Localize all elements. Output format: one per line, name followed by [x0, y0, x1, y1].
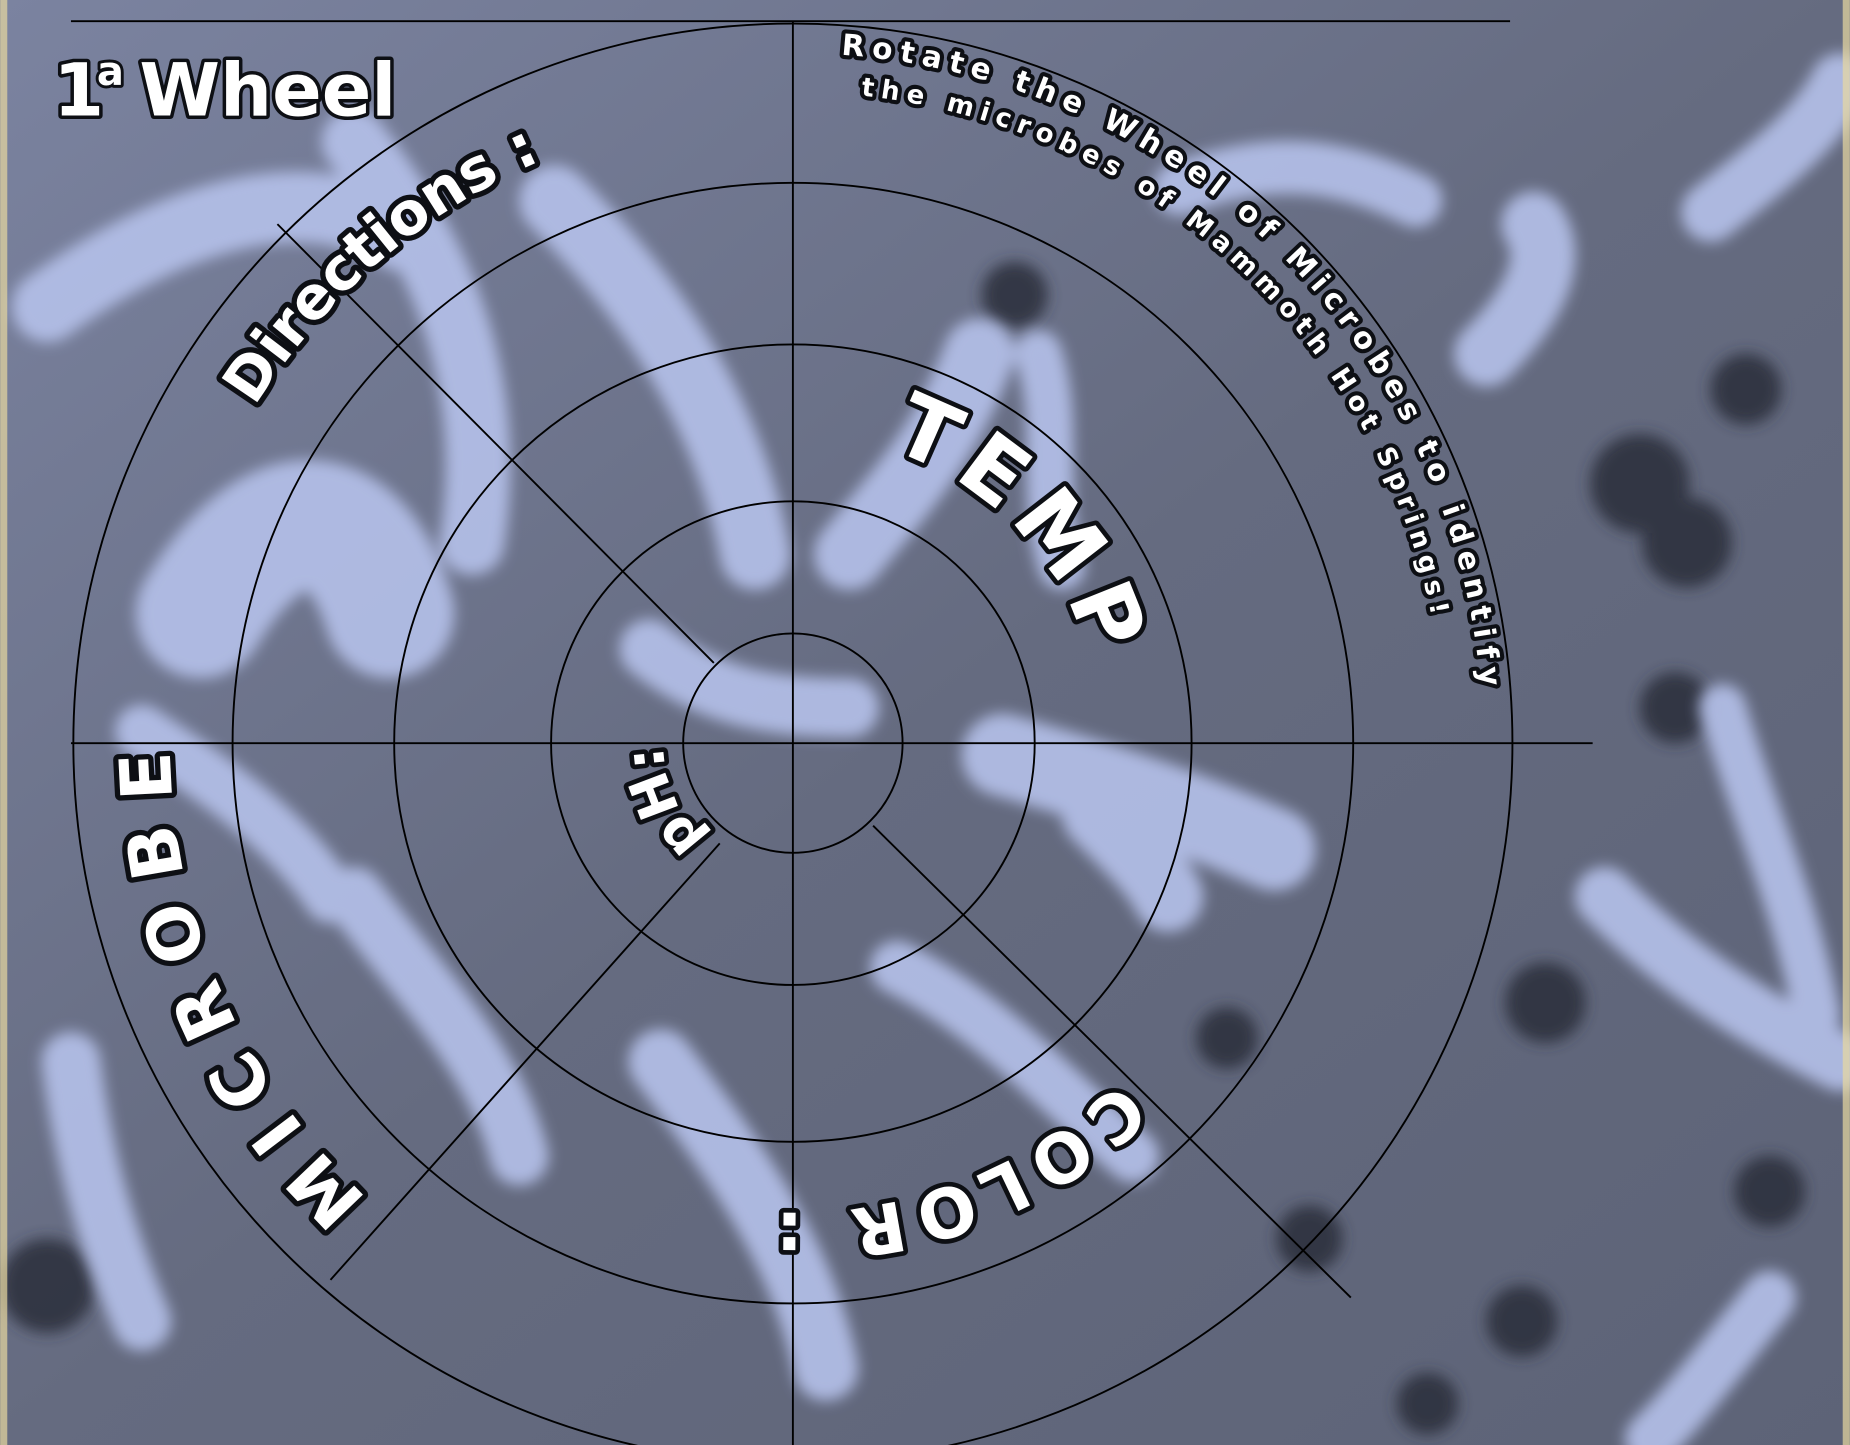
title-word: Wheel — [139, 49, 396, 134]
ring — [682, 632, 904, 854]
ring — [72, 22, 1514, 1445]
divider-line — [329, 842, 721, 1281]
title-number: 1 — [53, 49, 104, 134]
ring — [231, 181, 1355, 1305]
ring — [393, 343, 1193, 1143]
title-superscript: a — [97, 49, 124, 95]
divider-line — [276, 223, 715, 664]
title: 1 a Wheel — [50, 45, 400, 137]
wheel — [70, 20, 1593, 1445]
ring — [550, 500, 1036, 986]
divider-line — [872, 825, 1352, 1299]
